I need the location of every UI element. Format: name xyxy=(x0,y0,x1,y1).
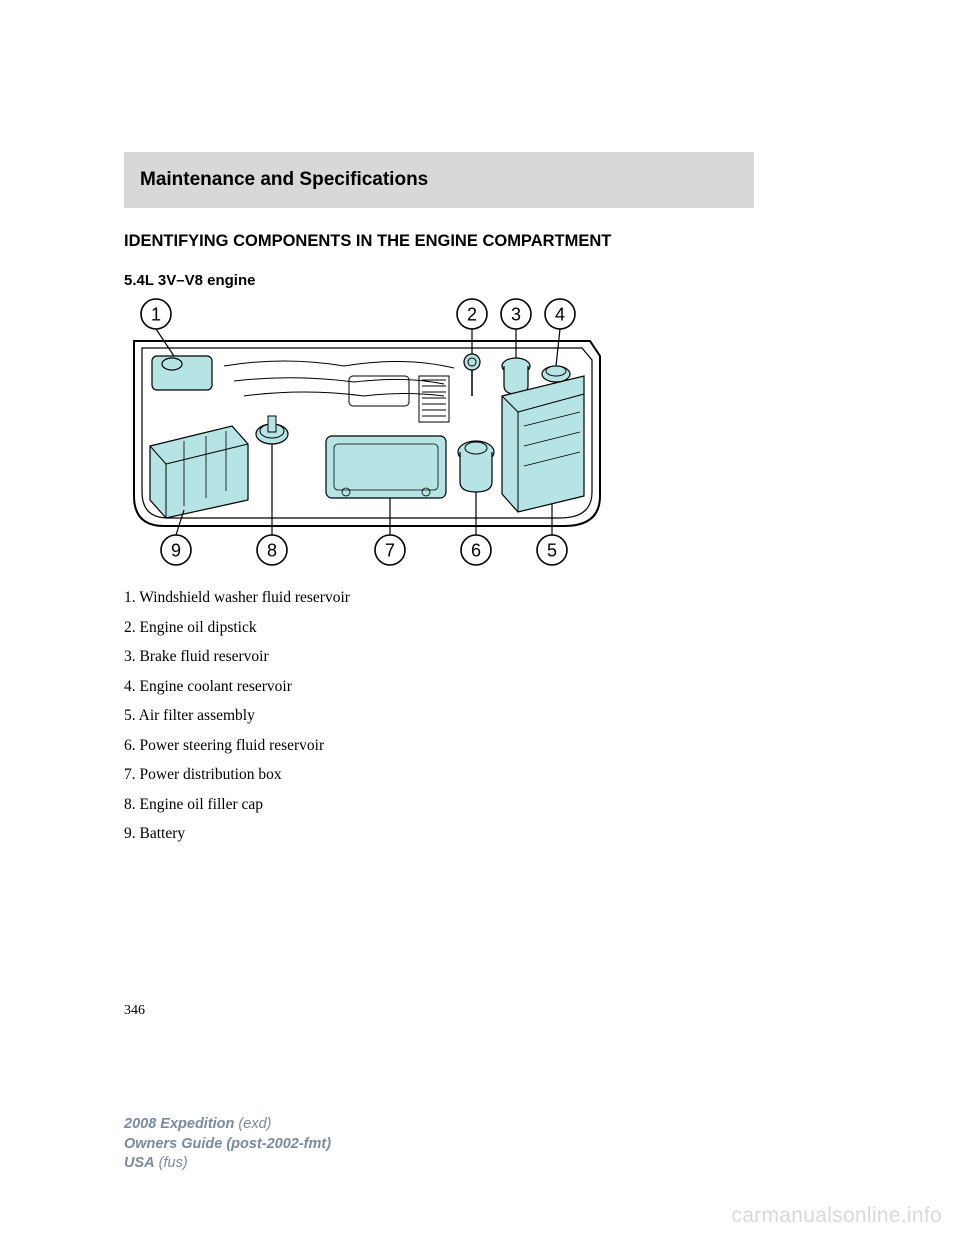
power-distribution-box xyxy=(326,436,446,498)
footer: 2008 Expedition (exd) Owners Guide (post… xyxy=(124,1115,331,1174)
callout-number: 8 xyxy=(267,540,277,560)
callout-number: 5 xyxy=(547,540,557,560)
list-item: 6. Power steering fluid reservoir xyxy=(124,738,350,754)
list-item: 4. Engine coolant reservoir xyxy=(124,679,350,695)
washer-reservoir xyxy=(152,356,212,390)
footer-line-3: USA (fus) xyxy=(124,1154,331,1174)
callout-number: 4 xyxy=(555,304,565,324)
page-heading: IDENTIFYING COMPONENTS IN THE ENGINE COM… xyxy=(124,232,611,251)
callout-number: 6 xyxy=(471,540,481,560)
section-header-band: Maintenance and Specifications xyxy=(124,152,754,208)
footer-l2-bold: Owners Guide (post-2002-fmt) xyxy=(124,1136,331,1152)
callout-number: 7 xyxy=(385,540,395,560)
page-number: 346 xyxy=(124,1003,145,1019)
oil-filler-cap xyxy=(256,416,288,444)
footer-line-2: Owners Guide (post-2002-fmt) xyxy=(124,1135,331,1155)
engine-block xyxy=(224,361,454,422)
leader-1 xyxy=(156,329,174,356)
footer-l1-rest: (exd) xyxy=(234,1116,271,1132)
footer-l3-bold: USA xyxy=(124,1155,155,1171)
engine-compartment-diagram: 1 2 3 4 9 8 7 6 5 xyxy=(124,296,609,568)
list-item: 5. Air filter assembly xyxy=(124,708,350,724)
oil-dipstick xyxy=(464,354,480,396)
power-steering-reservoir xyxy=(458,441,494,492)
footer-l1-bold: 2008 Expedition xyxy=(124,1116,234,1132)
component-list: 1. Windshield washer fluid reservoir 2. … xyxy=(124,590,350,856)
engine-diagram-svg: 1 2 3 4 9 8 7 6 5 xyxy=(124,296,609,568)
callout-number: 3 xyxy=(511,304,521,324)
footer-line-1: 2008 Expedition (exd) xyxy=(124,1115,331,1135)
watermark: carmanualsonline.info xyxy=(731,1204,942,1228)
manual-page: Maintenance and Specifications IDENTIFYI… xyxy=(0,0,960,1242)
callout-number: 1 xyxy=(151,304,161,324)
list-item: 2. Engine oil dipstick xyxy=(124,620,350,636)
footer-l3-rest: (fus) xyxy=(155,1155,188,1171)
brake-fluid-reservoir xyxy=(502,358,530,394)
callout-number: 2 xyxy=(467,304,477,324)
list-item: 8. Engine oil filler cap xyxy=(124,797,350,813)
engine-heading: 5.4L 3V–V8 engine xyxy=(124,272,255,289)
list-item: 1. Windshield washer fluid reservoir xyxy=(124,590,350,606)
list-item: 7. Power distribution box xyxy=(124,767,350,783)
battery xyxy=(150,426,248,518)
section-header-text: Maintenance and Specifications xyxy=(140,169,428,191)
list-item: 9. Battery xyxy=(124,826,350,842)
list-item: 3. Brake fluid reservoir xyxy=(124,649,350,665)
callout-number: 9 xyxy=(171,540,181,560)
